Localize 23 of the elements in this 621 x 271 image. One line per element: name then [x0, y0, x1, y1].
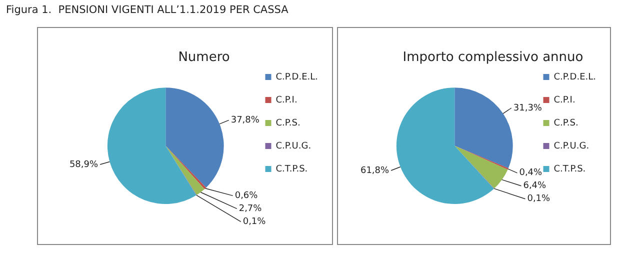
- legend-label: C.P.U.G.: [276, 141, 312, 152]
- data-label: 0,1%: [242, 217, 266, 228]
- legend-label: C.T.P.S.: [276, 164, 308, 174]
- legend-label: C.T.P.S.: [554, 164, 586, 174]
- legend-label: C.P.D.E.L.: [554, 72, 596, 82]
- legend-label: C.P.I.: [554, 95, 576, 106]
- text: Figura 1. PENSIONI VIGENTI ALL’1.1.2019 PER CASSA: [6, 4, 288, 16]
- chart-title: Numero: [178, 50, 230, 66]
- data-label: 0,6%: [234, 191, 258, 202]
- legend-label: C.P.S.: [554, 118, 578, 128]
- data-label: 0,1%: [527, 194, 551, 204]
- data-label: 37,8%: [230, 116, 260, 126]
- data-label: 2,7%: [238, 204, 262, 214]
- data-label: 58,9%: [69, 160, 98, 170]
- data-label: 31,3%: [513, 103, 542, 114]
- data-label: 61,8%: [360, 166, 390, 176]
- legend-label: C.P.D.E.L.: [276, 72, 318, 82]
- legend-label: C.P.I.: [276, 95, 298, 106]
- chart-title: Importo complessivo annuo: [402, 50, 584, 66]
- data-label: 6,4%: [523, 181, 547, 192]
- legend-label: C.P.S.: [276, 118, 300, 128]
- data-label: 0,4%: [519, 168, 543, 178]
- legend-label: C.P.U.G.: [554, 141, 590, 152]
